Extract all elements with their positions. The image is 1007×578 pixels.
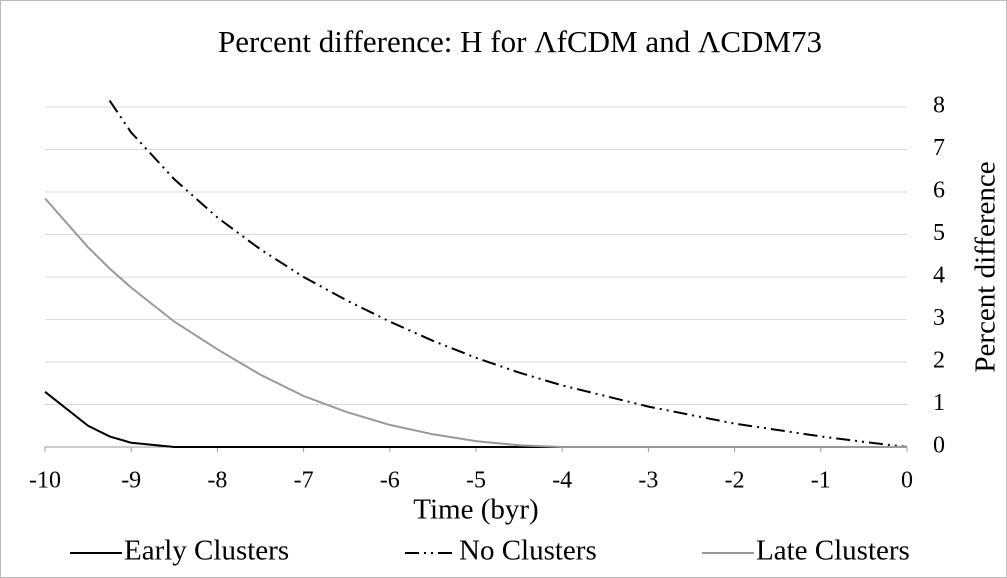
x-tick-label: -1 bbox=[811, 468, 831, 494]
y-tick-label: 6 bbox=[933, 178, 945, 204]
legend-label: No Clusters bbox=[459, 535, 597, 567]
chart-title: Percent difference: H for ΛfCDM and ΛCDM… bbox=[218, 24, 822, 59]
x-axis-label: Time (byr) bbox=[413, 494, 538, 526]
x-tick-label: -10 bbox=[29, 468, 61, 494]
y-tick-label: 3 bbox=[933, 305, 945, 331]
legend-label: Late Clusters bbox=[756, 535, 910, 567]
x-tick-label: -9 bbox=[121, 468, 141, 494]
y-tick-label: 5 bbox=[933, 220, 945, 246]
y-tick-label: 7 bbox=[933, 135, 945, 161]
y-tick-label: 8 bbox=[933, 93, 945, 119]
legend-label: Early Clusters bbox=[124, 535, 289, 567]
x-tick-label: -2 bbox=[725, 468, 745, 494]
y-tick-label: 2 bbox=[933, 348, 945, 374]
x-tick-label: -8 bbox=[207, 468, 227, 494]
x-tick-label: -3 bbox=[638, 468, 658, 494]
x-tick-label: -5 bbox=[466, 468, 486, 494]
x-tick-label: -4 bbox=[552, 468, 572, 494]
series-line bbox=[108, 100, 908, 448]
series-line bbox=[44, 197, 907, 448]
y-tick-label: 1 bbox=[933, 390, 945, 416]
x-tick-label: 0 bbox=[901, 468, 913, 494]
y-tick-label: 0 bbox=[933, 433, 945, 459]
y-axis-label: Percent difference bbox=[970, 161, 1002, 372]
x-tick-label: -6 bbox=[380, 468, 400, 494]
x-tick-label: -7 bbox=[294, 468, 314, 494]
y-tick-label: 4 bbox=[933, 263, 945, 289]
